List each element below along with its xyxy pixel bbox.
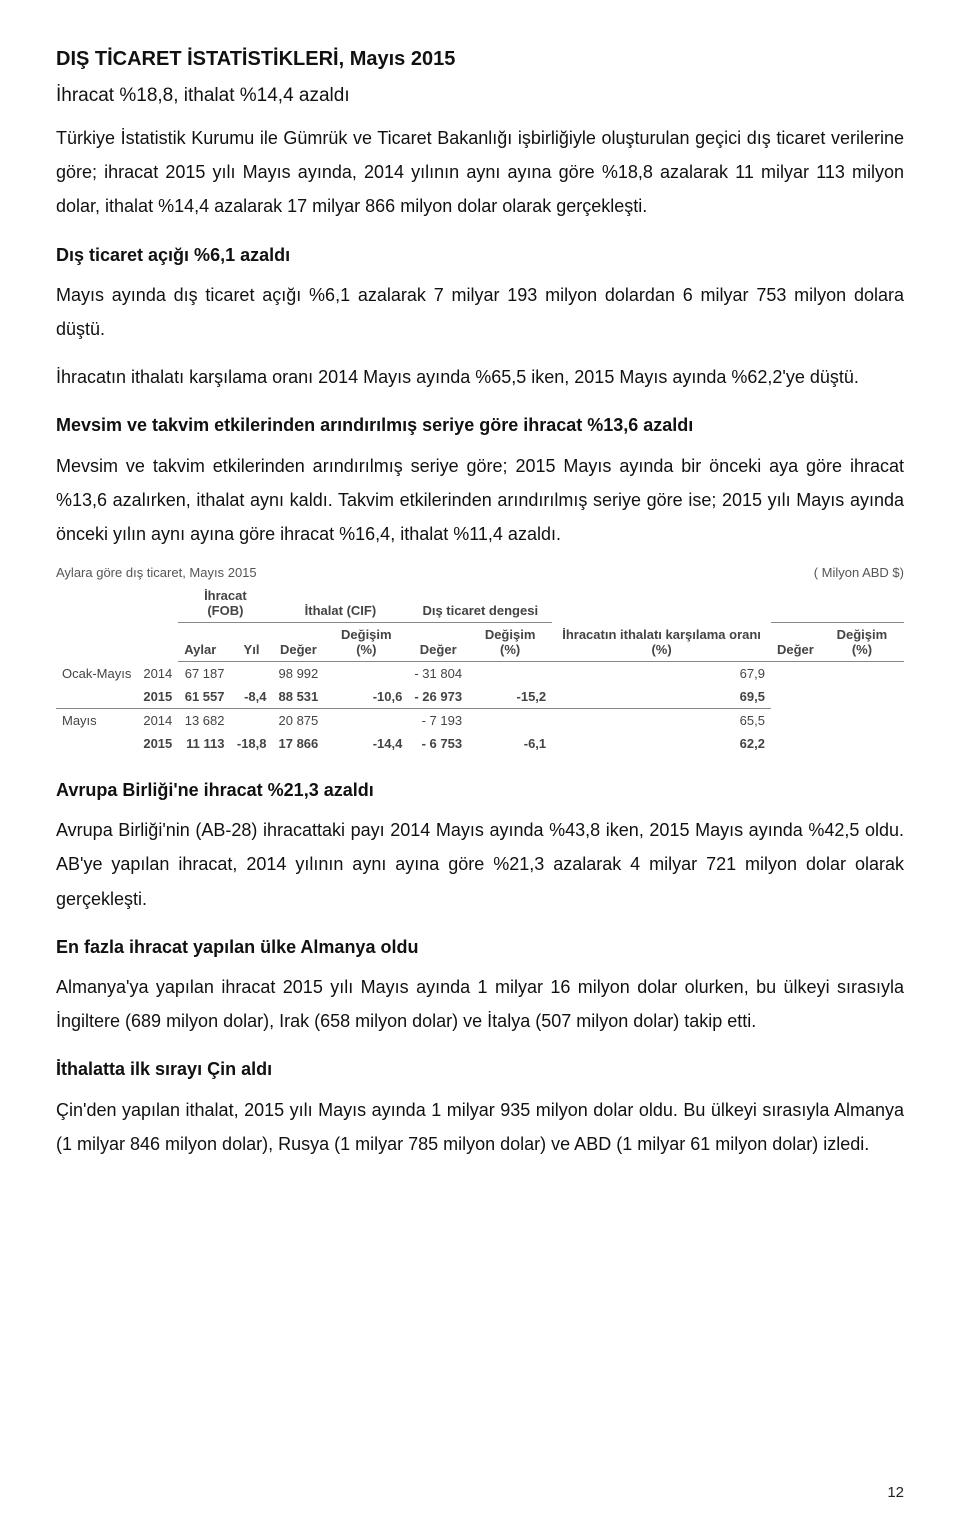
section-heading-import-top: İthalatta ilk sırayı Çin aldı bbox=[56, 1052, 904, 1086]
paragraph-eu: Avrupa Birliği'nin (AB-28) ihracattaki p… bbox=[56, 813, 904, 916]
cell-change: -6,1 bbox=[468, 732, 552, 755]
col-header-ratio: İhracatın ithalatı karşılama oranı (%) bbox=[552, 584, 771, 662]
col-header-value-1: Değer bbox=[273, 623, 325, 662]
cell-change: -8,4 bbox=[230, 685, 272, 709]
col-header-months: Aylar bbox=[178, 623, 230, 662]
col-header-value-2: Değer bbox=[408, 623, 468, 662]
cell-change: -10,6 bbox=[324, 685, 408, 709]
cell-ratio: 62,2 bbox=[552, 732, 771, 755]
table-caption: Aylara göre dış ticaret, Mayıs 2015 bbox=[56, 565, 257, 580]
table-unit: ( Milyon ABD $) bbox=[814, 565, 904, 580]
cell-month bbox=[56, 732, 137, 755]
cell-value: 13 682 bbox=[178, 709, 230, 733]
cell-year: 2015 bbox=[137, 732, 178, 755]
table-row: Mayıs 2014 13 682 20 875 - 7 193 65,5 bbox=[56, 709, 904, 733]
paragraph-export-top: Almanya'ya yapılan ihracat 2015 yılı May… bbox=[56, 970, 904, 1038]
section-heading-eu: Avrupa Birliği'ne ihracat %21,3 azaldı bbox=[56, 773, 904, 807]
col-header-change-2: Değişim (%) bbox=[468, 623, 552, 662]
cell-year: 2015 bbox=[137, 685, 178, 709]
cell-value: - 26 973 bbox=[408, 685, 468, 709]
paragraph-import-top: Çin'den yapılan ithalat, 2015 yılı Mayıs… bbox=[56, 1093, 904, 1161]
page-number: 12 bbox=[887, 1484, 904, 1501]
group-header-import: İthalat (CIF) bbox=[273, 584, 409, 623]
document-title: DIŞ TİCARET İSTATİSTİKLERİ, Mayıs 2015 bbox=[56, 48, 904, 71]
paragraph-deficit: Mayıs ayında dış ticaret açığı %6,1 azal… bbox=[56, 278, 904, 346]
document-subtitle: İhracat %18,8, ithalat %14,4 azaldı bbox=[56, 85, 904, 107]
table-body: Ocak-Mayıs 2014 67 187 98 992 - 31 804 6… bbox=[56, 662, 904, 756]
cell-value: 61 557 bbox=[178, 685, 230, 709]
paragraph-coverage: İhracatın ithalatı karşılama oranı 2014 … bbox=[56, 360, 904, 394]
cell-change: -15,2 bbox=[468, 685, 552, 709]
cell-value: 98 992 bbox=[273, 662, 325, 686]
col-header-value-3: Değer bbox=[771, 623, 820, 662]
cell-value: - 7 193 bbox=[408, 709, 468, 733]
cell-change bbox=[324, 709, 408, 733]
cell-change bbox=[468, 662, 552, 686]
section-heading-seasonal: Mevsim ve takvim etkilerinden arındırılm… bbox=[56, 408, 904, 442]
cell-year: 2014 bbox=[137, 709, 178, 733]
trade-table: İhracat (FOB) İthalat (CIF) Dış ticaret … bbox=[56, 584, 904, 755]
col-header-year: Yıl bbox=[230, 623, 272, 662]
trade-table-wrap: Aylara göre dış ticaret, Mayıs 2015 ( Mi… bbox=[56, 565, 904, 755]
cell-value: 11 113 bbox=[178, 732, 230, 755]
cell-ratio: 69,5 bbox=[552, 685, 771, 709]
section-heading-export-top: En fazla ihracat yapılan ülke Almanya ol… bbox=[56, 930, 904, 964]
paragraph-intro: Türkiye İstatistik Kurumu ile Gümrük ve … bbox=[56, 121, 904, 224]
group-header-balance: Dış ticaret dengesi bbox=[408, 584, 552, 623]
cell-value: 17 866 bbox=[273, 732, 325, 755]
cell-value: - 6 753 bbox=[408, 732, 468, 755]
cell-change bbox=[230, 662, 272, 686]
cell-change bbox=[230, 709, 272, 733]
cell-value: 88 531 bbox=[273, 685, 325, 709]
cell-value: 20 875 bbox=[273, 709, 325, 733]
cell-month: Mayıs bbox=[56, 709, 137, 733]
col-header-change-3: Değişim (%) bbox=[820, 623, 904, 662]
section-heading-deficit: Dış ticaret açığı %6,1 azaldı bbox=[56, 238, 904, 272]
cell-ratio: 67,9 bbox=[552, 662, 771, 686]
cell-month bbox=[56, 685, 137, 709]
paragraph-seasonal: Mevsim ve takvim etkilerinden arındırılm… bbox=[56, 449, 904, 552]
table-row: 2015 11 113 -18,8 17 866 -14,4 - 6 753 -… bbox=[56, 732, 904, 755]
cell-year: 2014 bbox=[137, 662, 178, 686]
cell-change: -14,4 bbox=[324, 732, 408, 755]
table-row: 2015 61 557 -8,4 88 531 -10,6 - 26 973 -… bbox=[56, 685, 904, 709]
group-header-export: İhracat (FOB) bbox=[178, 584, 272, 623]
cell-ratio: 65,5 bbox=[552, 709, 771, 733]
cell-change bbox=[468, 709, 552, 733]
col-header-change-1: Değişim (%) bbox=[324, 623, 408, 662]
cell-value: - 31 804 bbox=[408, 662, 468, 686]
cell-change: -18,8 bbox=[230, 732, 272, 755]
cell-change bbox=[324, 662, 408, 686]
cell-month: Ocak-Mayıs bbox=[56, 662, 137, 686]
table-row: Ocak-Mayıs 2014 67 187 98 992 - 31 804 6… bbox=[56, 662, 904, 686]
cell-value: 67 187 bbox=[178, 662, 230, 686]
